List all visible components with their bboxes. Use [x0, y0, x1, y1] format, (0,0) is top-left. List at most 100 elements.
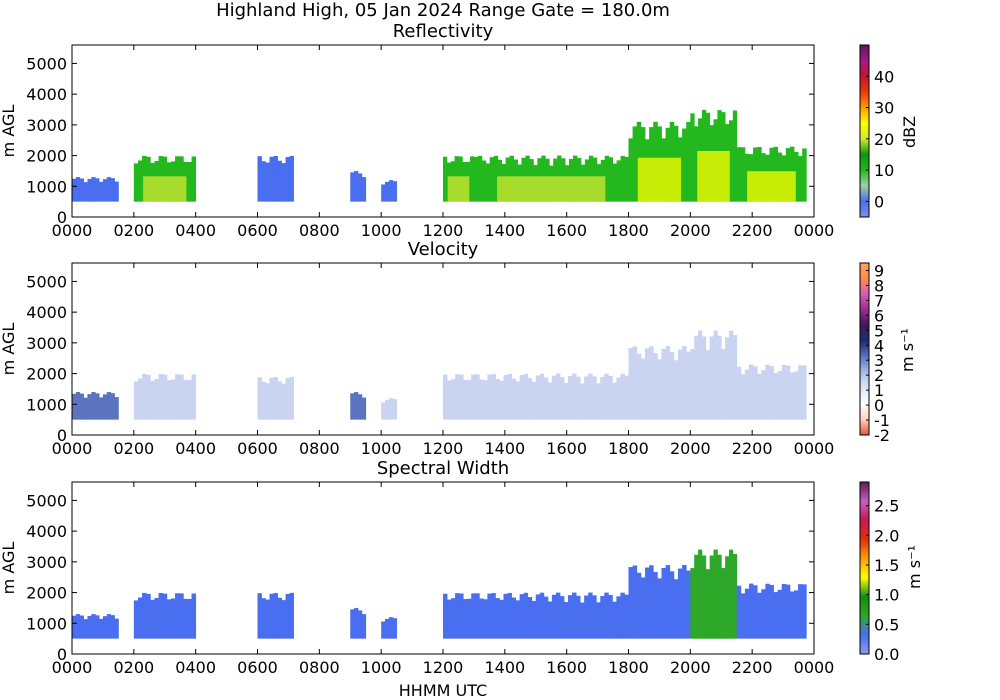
velocity-echo-5-column	[608, 375, 613, 420]
velocity-echo-5-column	[459, 374, 464, 420]
reflectivity-echo-9-column	[794, 151, 799, 202]
velocity-y-tick-label: 5000	[26, 272, 67, 291]
velocity-echo-5-column	[568, 376, 573, 420]
velocity-echo-5-column	[592, 376, 597, 420]
reflectivity-echo-4-column	[385, 181, 390, 202]
spectral-width-x-tick-label: 2200	[732, 658, 773, 677]
reflectivity-x-tick-label: 1400	[484, 221, 525, 240]
reflectivity-x-tick-label: 2000	[670, 221, 711, 240]
figure-title: Highland High, 05 Jan 2024 Range Gate = …	[216, 0, 670, 21]
velocity-colorbar-tick-label: -1	[874, 411, 890, 430]
velocity-echo-6-column	[669, 352, 675, 420]
velocity-x-axis: 0000 0200 0400 0600 0800 1000 1200 1400 1600 1800…	[52, 263, 835, 458]
spectral-width-echo-5-column	[507, 592, 512, 639]
velocity-echo-2-column	[261, 381, 266, 420]
reflectivity-y-tick-label: 0	[57, 208, 67, 227]
spectral-width-echo-4-column	[388, 617, 394, 639]
velocity-x-tick-label: 0000	[794, 439, 835, 458]
velocity-echo-6-column	[661, 349, 666, 420]
velocity-echo-5-column	[467, 379, 472, 420]
reflectivity-x-tick-label: 0000	[52, 221, 93, 240]
velocity-echo-3-column	[357, 394, 363, 420]
reflectivity-echo-6-column	[620, 155, 625, 202]
velocity-colorbar-tick-label: -2	[874, 426, 890, 445]
reflectivity-x-tick-label: 0400	[175, 221, 216, 240]
velocity-echo-6	[628, 345, 691, 420]
reflectivity-echo-6-column	[477, 155, 483, 202]
reflectivity-echo-2	[257, 155, 294, 202]
velocity-echo-5-column	[523, 373, 529, 420]
reflectivity-echo-0-column	[87, 178, 92, 202]
velocity-panel: Velocity m AGL 0000 0200 0400 0600 0800 1000 1…	[0, 239, 917, 458]
spectral-width-echo-5-column	[519, 594, 525, 639]
velocity-y-tick-label: 4000	[26, 303, 67, 322]
velocity-echo-6-column	[649, 346, 654, 420]
velocity-echo-6-column	[636, 353, 642, 420]
velocity-echo-6-column	[640, 358, 646, 420]
velocity-echo-0	[72, 392, 119, 420]
velocity-x-tick-label: 2200	[732, 439, 773, 458]
velocity-echo-8-column	[789, 372, 795, 420]
spectral-width-echo-1-column	[137, 597, 143, 639]
spectral-width-echo-6-column	[644, 567, 650, 639]
reflectivity-echo-3-column	[354, 170, 359, 202]
spectral-width-echo-0-column	[110, 615, 115, 639]
velocity-echo-5-column	[491, 374, 496, 420]
spectral-width-colorbar-tick-label: 1.5	[874, 556, 899, 575]
reflectivity-echo-6-column	[493, 155, 499, 202]
spectral-width-x-tick-label: 1200	[423, 658, 464, 677]
spectral-width-echo-7-core	[697, 589, 730, 639]
velocity-echo-1-column	[179, 374, 184, 420]
velocity-echo-5-column	[507, 373, 512, 420]
velocity-colorbar-tick-label: 9	[874, 261, 884, 280]
spectral-width-echo-1-column	[150, 599, 155, 639]
velocity-echo-2-column	[257, 377, 262, 420]
reflectivity-echo-3-column	[361, 177, 367, 202]
velocity-echo-6-column	[628, 348, 634, 420]
velocity-echo-6-column	[644, 348, 650, 420]
spectral-width-title: Spectral Width	[377, 458, 509, 479]
spectral-width-x-tick-label: 0800	[299, 658, 340, 677]
reflectivity-echo-6	[473, 155, 629, 202]
velocity-echo-8-column	[798, 365, 803, 420]
velocity-echo-1-column	[154, 378, 159, 420]
velocity-ylabel: m AGL	[0, 323, 18, 376]
velocity-echo-2-column	[289, 376, 294, 420]
spectral-width-echo-1-column	[158, 593, 164, 639]
reflectivity-echo-8	[690, 109, 738, 202]
spectral-width-echo-5-column	[559, 596, 565, 639]
spectral-width-echo-6-column	[686, 570, 691, 639]
spectral-width-echo-7-column	[694, 554, 699, 639]
reflectivity-panel: Reflectivity m AGL 0000 0200 0400 0600 0800 1…	[0, 21, 919, 240]
spectral-width-echo-1-column	[154, 597, 159, 639]
velocity-echo-8-column	[736, 366, 742, 420]
spectral-width-echo-6-column	[649, 565, 654, 639]
spectral-width-echo-5-column	[547, 601, 553, 639]
spectral-width-colorbar-label: m s⁻¹	[905, 545, 924, 589]
spectral-width-echo-8-column	[757, 592, 762, 639]
velocity-echo-1-column	[150, 380, 155, 420]
spectral-width-echo-5-column	[608, 594, 613, 639]
velocity-echo-5-column	[527, 378, 533, 420]
reflectivity-echo-0	[72, 177, 119, 202]
reflectivity-echo-0-column	[114, 181, 119, 202]
velocity-echo-5-column	[495, 379, 500, 420]
velocity-echo-5-column	[563, 383, 569, 420]
velocity-echo-0-column	[102, 394, 108, 420]
spectral-width-echo-6-column	[673, 579, 679, 639]
spectral-width-echo-5-column	[495, 598, 500, 639]
velocity-echo-5-column	[511, 378, 516, 420]
reflectivity-x-tick-label: 1600	[546, 221, 587, 240]
velocity-echo-7-column	[701, 336, 707, 420]
reflectivity-x-tick-label: 1800	[608, 221, 649, 240]
velocity-echo-5-column	[559, 377, 565, 420]
velocity-echo-5-column	[443, 374, 448, 420]
velocity-echo-5-column	[572, 373, 577, 420]
reflectivity-echo-6-column	[624, 156, 629, 202]
spectral-width-echo-0-column	[75, 614, 81, 639]
spectral-width-echo-0-column	[79, 615, 84, 639]
spectral-width-x-tick-label: 0000	[52, 658, 93, 677]
spectral-width-echo-4-column	[385, 618, 390, 639]
spectral-width-x-tick-label: 1600	[546, 658, 587, 677]
